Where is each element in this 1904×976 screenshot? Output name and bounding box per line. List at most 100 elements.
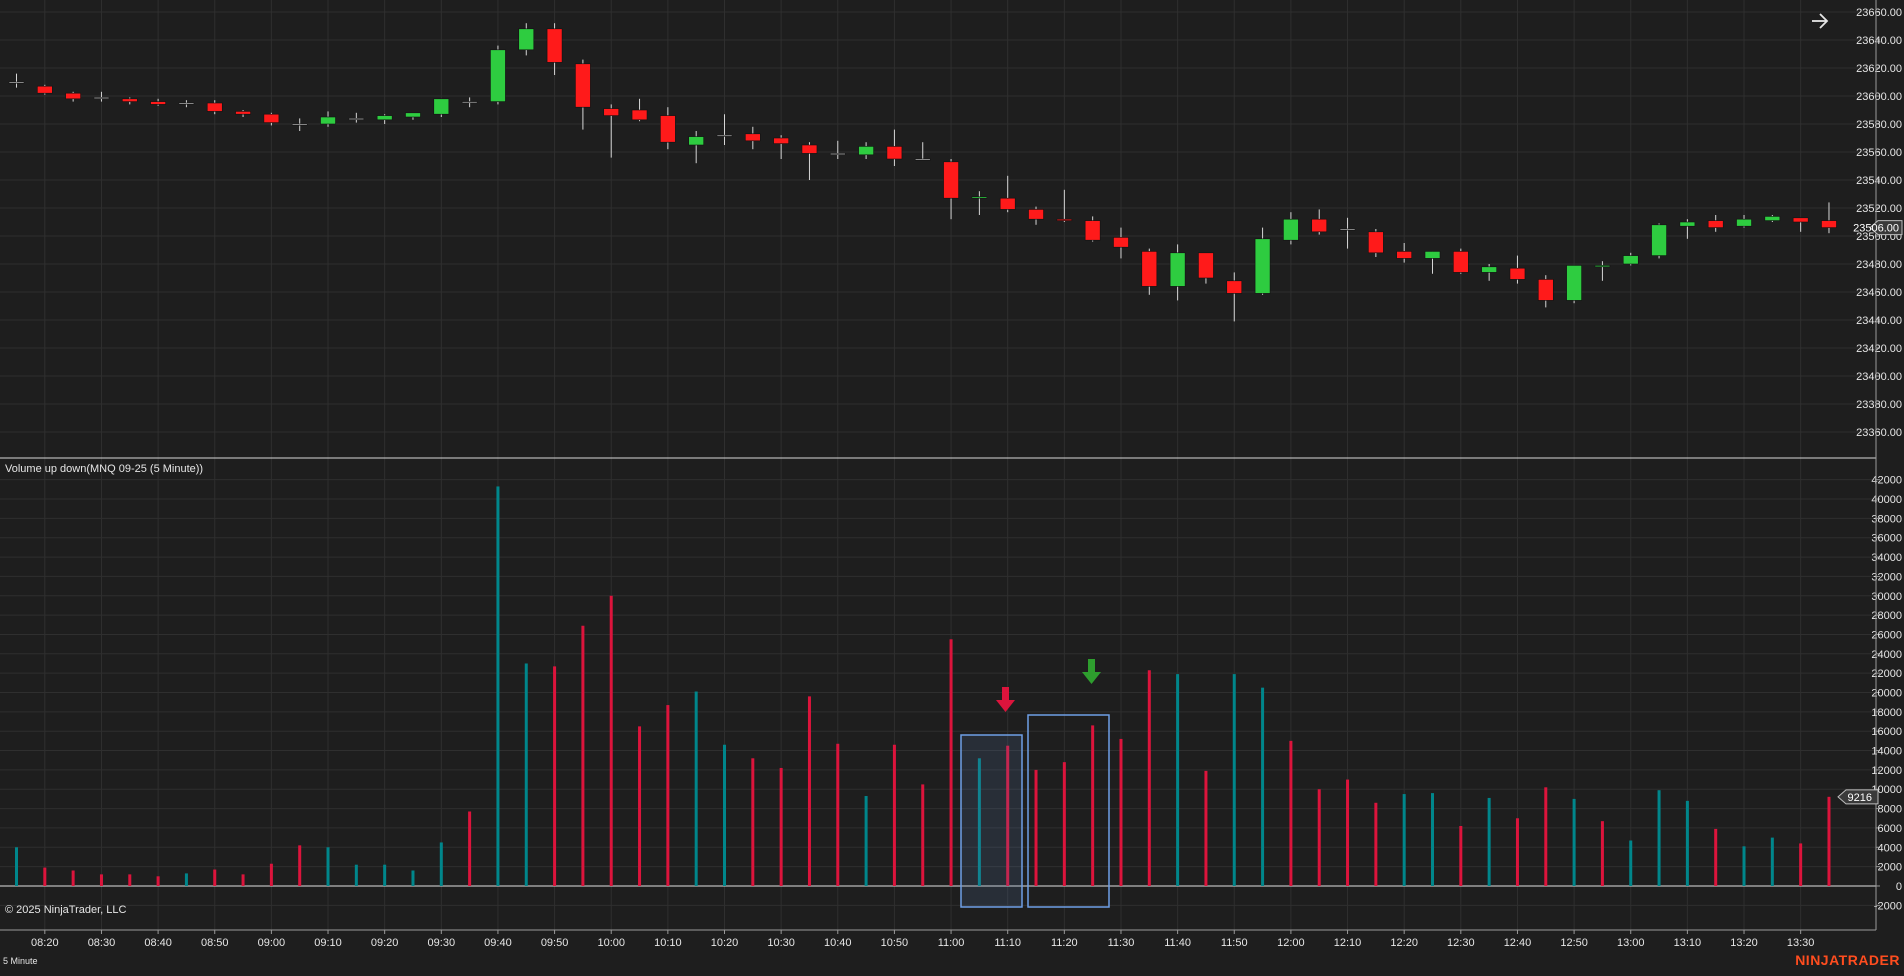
candle	[858, 142, 874, 159]
volume-tick-label: 0	[1896, 881, 1902, 893]
candle-body	[1028, 209, 1044, 220]
price-tick-label: 23640.00	[1856, 35, 1902, 47]
price-panel	[8, 23, 1837, 322]
volume-tick-label: 16000	[1871, 726, 1902, 738]
candle	[631, 98, 648, 122]
candle-body	[971, 196, 988, 199]
candle-body	[1396, 251, 1412, 259]
price-tick-label: 23620.00	[1856, 63, 1902, 75]
volume-bar	[977, 758, 981, 886]
candle	[660, 107, 676, 150]
candle	[546, 23, 563, 75]
x-tick-label: 10:30	[767, 937, 795, 949]
candle	[1169, 244, 1186, 301]
volume-bar	[921, 784, 925, 886]
candle-body	[1141, 251, 1158, 287]
volume-bar	[1119, 738, 1123, 886]
volume-bar	[1459, 826, 1463, 886]
volume-bar	[1572, 798, 1576, 886]
candle	[8, 73, 25, 88]
volume-tick-label: 10000	[1871, 784, 1902, 796]
candle-body	[1566, 265, 1582, 301]
candle	[1679, 219, 1696, 239]
volume-bar	[213, 869, 217, 886]
x-tick-label: 12:20	[1390, 937, 1418, 949]
volume-bar	[694, 691, 698, 886]
x-tick-label: 10:40	[824, 937, 852, 949]
candle	[348, 112, 365, 123]
candle	[1113, 227, 1129, 259]
volume-bar	[892, 744, 896, 886]
candle	[1339, 217, 1356, 249]
volume-bar	[269, 863, 273, 886]
candle-body	[1339, 228, 1356, 231]
candle	[150, 98, 166, 106]
candle-body	[603, 108, 620, 116]
candle-body	[291, 123, 308, 126]
volume-bar	[383, 864, 387, 886]
x-tick-label: 13:20	[1730, 937, 1758, 949]
candle	[1424, 251, 1441, 274]
candle-body	[1226, 280, 1243, 294]
volume-bar	[298, 845, 302, 886]
candle-body	[8, 81, 25, 84]
volume-bar	[1034, 769, 1038, 886]
arrow-right-icon[interactable]	[1812, 13, 1829, 29]
volume-bar	[1147, 670, 1151, 886]
volume-bar	[71, 870, 75, 886]
volume-tick-label: 6000	[1878, 823, 1902, 835]
volume-bar	[1685, 800, 1689, 886]
price-tick-label: 23540.00	[1856, 175, 1902, 187]
candle	[1651, 223, 1667, 259]
x-tick-label: 09:30	[428, 937, 456, 949]
volume-bar	[1431, 793, 1434, 886]
volume-bar	[1544, 787, 1548, 886]
volume-tick-label: 12000	[1871, 765, 1902, 777]
candle	[461, 97, 478, 108]
volume-bar	[1827, 796, 1831, 886]
candle	[37, 84, 53, 95]
candle	[178, 100, 195, 108]
candle	[263, 112, 280, 126]
volume-tick-label: 36000	[1871, 533, 1902, 545]
candle-body	[178, 102, 195, 105]
candle-body	[1736, 218, 1752, 227]
volume-tick-label: -2000	[1874, 900, 1902, 912]
candle	[1254, 227, 1271, 295]
down-arrow-icon	[1082, 659, 1101, 684]
price-tick-label: 23440.00	[1856, 315, 1902, 327]
candle-body	[1481, 266, 1497, 273]
price-tick-label: 23420.00	[1856, 343, 1902, 355]
volume-bar	[99, 874, 103, 886]
volume-bar	[439, 842, 443, 886]
volume-tick-label: 24000	[1871, 649, 1902, 661]
candle-body	[348, 118, 365, 120]
candle	[1622, 252, 1639, 266]
x-tick-label: 13:00	[1617, 937, 1645, 949]
x-tick-label: 10:00	[597, 937, 625, 949]
candle-body	[150, 101, 166, 105]
candle	[93, 91, 110, 102]
volume-bar	[1487, 797, 1491, 886]
candle-body	[1509, 267, 1526, 280]
volume-bar	[1062, 762, 1066, 886]
volume-bar	[15, 847, 18, 886]
x-tick-label: 13:10	[1674, 937, 1702, 949]
selection-box-2[interactable]	[1027, 714, 1110, 908]
x-tick-label: 09:00	[258, 937, 286, 949]
candle	[235, 110, 251, 117]
volume-tick-label: 8000	[1878, 804, 1902, 816]
candle	[1141, 248, 1158, 295]
volume-tick-label: 32000	[1871, 571, 1902, 583]
candle-body	[37, 85, 53, 94]
selection-box-1[interactable]	[960, 734, 1023, 908]
volume-bar	[468, 811, 472, 886]
candle-body	[206, 102, 223, 112]
candle-body	[1764, 216, 1781, 221]
price-tick-label: 23520.00	[1856, 203, 1902, 215]
candle	[603, 104, 620, 158]
annotations	[960, 659, 1110, 908]
x-tick-label: 13:30	[1787, 937, 1815, 949]
x-tick-label: 12:10	[1334, 937, 1362, 949]
candle-body	[575, 63, 591, 108]
